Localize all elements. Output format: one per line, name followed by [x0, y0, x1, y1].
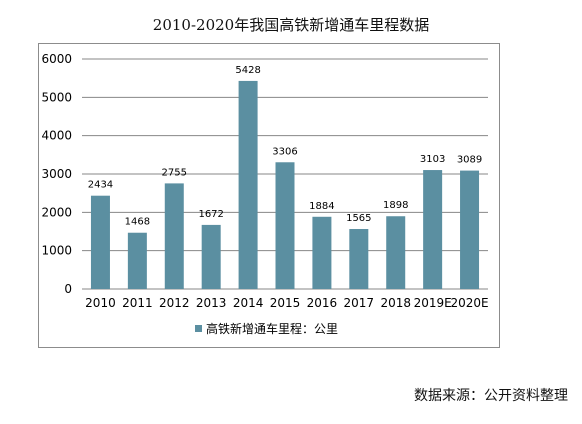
bar	[275, 162, 295, 289]
x-tick-label: 2018	[380, 296, 411, 310]
chart-frame	[38, 43, 500, 348]
bar	[423, 170, 443, 289]
data-label: 3306	[272, 146, 297, 157]
x-tick-label: 2015	[270, 296, 301, 310]
x-tick-label: 2012	[159, 296, 190, 310]
bar	[201, 224, 221, 289]
bar	[164, 183, 184, 289]
bar	[312, 216, 332, 289]
bar	[238, 80, 258, 289]
y-tick-label: 0	[64, 282, 72, 296]
y-tick-label: 1000	[41, 244, 72, 258]
bar	[90, 195, 110, 289]
data-label: 1898	[383, 200, 408, 211]
legend-swatch	[195, 325, 202, 332]
bar	[349, 229, 369, 289]
bar	[127, 232, 147, 289]
y-tick-label: 2000	[41, 205, 72, 219]
data-label: 1565	[346, 213, 371, 224]
y-tick-label: 3000	[41, 167, 72, 181]
x-tick-label: 2017	[344, 296, 375, 310]
x-tick-label: 2011	[122, 296, 153, 310]
data-label: 1468	[125, 217, 150, 228]
source-note: 数据来源：公开资料整理	[414, 388, 568, 404]
x-tick-label: 2013	[196, 296, 227, 310]
data-label: 3103	[420, 154, 445, 165]
y-tick-label: 6000	[41, 52, 72, 66]
x-tick-label: 2010	[85, 296, 116, 310]
data-label: 3089	[457, 155, 482, 166]
legend-label: 高铁新增通车里程：公里	[206, 321, 338, 336]
bar	[460, 170, 480, 289]
y-tick-label: 5000	[41, 90, 72, 104]
data-label: 2755	[162, 167, 187, 178]
bar	[386, 216, 406, 289]
x-tick-label: 2019E	[414, 296, 452, 310]
data-label: 2434	[88, 180, 113, 191]
x-tick-label: 2016	[307, 296, 338, 310]
data-label: 1672	[198, 209, 223, 220]
y-tick-label: 4000	[41, 129, 72, 143]
data-label: 1884	[309, 201, 334, 212]
data-label: 5428	[235, 65, 260, 76]
x-tick-label: 2020E	[450, 296, 488, 310]
x-tick-label: 2014	[233, 296, 264, 310]
chart-title: 2010-2020年我国高铁新增通车里程数据	[152, 16, 430, 34]
